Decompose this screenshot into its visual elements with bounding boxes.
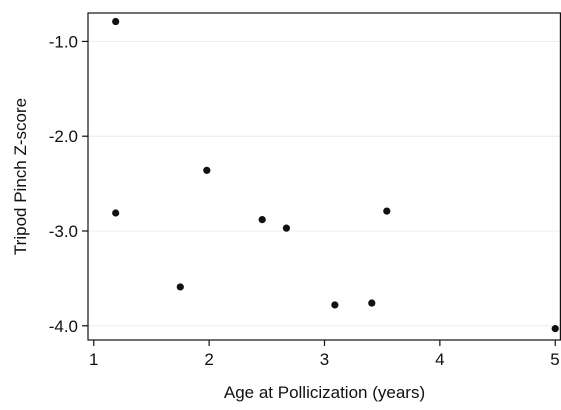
data-point	[331, 301, 339, 309]
x-tick-label: 5	[550, 350, 559, 369]
data-point	[176, 283, 184, 291]
y-tick-label: -3.0	[49, 222, 78, 241]
data-point	[551, 325, 559, 333]
plot-frame	[87, 12, 561, 341]
gridlines	[88, 40, 561, 327]
x-axis-ticks: 1 2 3 4 5	[89, 340, 560, 369]
data-point	[203, 166, 211, 174]
x-axis-label: Age at Pollicization (years)	[224, 383, 425, 402]
data-point	[383, 207, 391, 215]
x-tick-label: 4	[435, 350, 444, 369]
data-point	[368, 299, 376, 307]
x-tick-label: 3	[320, 350, 329, 369]
data-point	[282, 224, 291, 232]
x-tick-label: 1	[89, 350, 98, 369]
y-axis-label: Tripod Pinch Z-score	[11, 98, 30, 255]
data-point	[258, 216, 266, 224]
y-tick-label: -4.0	[49, 317, 78, 336]
data-points	[112, 17, 559, 333]
data-point	[112, 209, 120, 217]
y-tick-label: -2.0	[49, 127, 78, 146]
y-tick-label: -1.0	[49, 32, 78, 51]
x-tick-label: 2	[204, 350, 213, 369]
y-axis-ticks: -1.0 -2.0 -3.0 -4.0	[49, 32, 88, 336]
data-point	[112, 17, 120, 26]
